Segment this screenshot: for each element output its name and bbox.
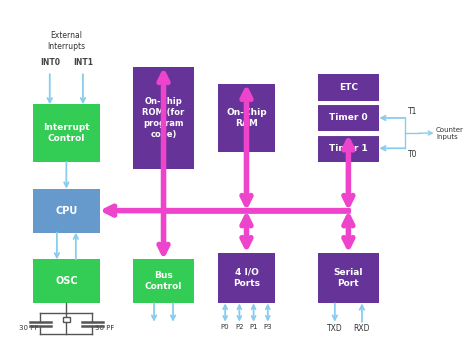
Text: Counter
Inputs: Counter Inputs [436,127,464,140]
Text: Bus
Control: Bus Control [145,271,182,292]
Bar [318,253,379,303]
Text: OSC: OSC [55,276,78,286]
Bar [318,74,379,101]
Text: INT0: INT0 [40,58,60,67]
Text: P2: P2 [235,324,244,330]
Bar [318,104,379,131]
Text: Interrupt
Control: Interrupt Control [43,123,90,143]
Text: P0: P0 [221,324,229,330]
Bar [33,259,100,303]
Text: Serial
Port: Serial Port [334,268,363,288]
Text: Timer 0: Timer 0 [329,114,368,122]
Bar [218,84,275,152]
Text: T0: T0 [408,150,417,159]
Text: P1: P1 [249,324,258,330]
Text: 30 PF: 30 PF [95,325,114,331]
Text: On-Chip
ROM (for
program
code): On-Chip ROM (for program code) [142,97,185,139]
Text: 4 I/O
Ports: 4 I/O Ports [233,268,260,288]
Bar [33,104,100,162]
Text: T1: T1 [408,107,417,116]
Text: CPU: CPU [55,206,77,216]
Bar [133,259,194,303]
Text: 30 PF: 30 PF [18,325,38,331]
Text: INT1: INT1 [73,58,93,67]
Text: TXD: TXD [327,324,343,333]
Bar [33,189,100,233]
Text: ETC: ETC [339,83,358,92]
Text: External
Interrupts: External Interrupts [47,31,85,51]
Text: RXD: RXD [354,324,370,333]
Bar [63,317,70,322]
Text: P3: P3 [264,324,272,330]
Bar [133,67,194,168]
Bar [318,135,379,162]
Text: Timer 1: Timer 1 [329,144,368,153]
Bar [218,253,275,303]
Text: On-Chip
RAM: On-Chip RAM [226,108,267,128]
